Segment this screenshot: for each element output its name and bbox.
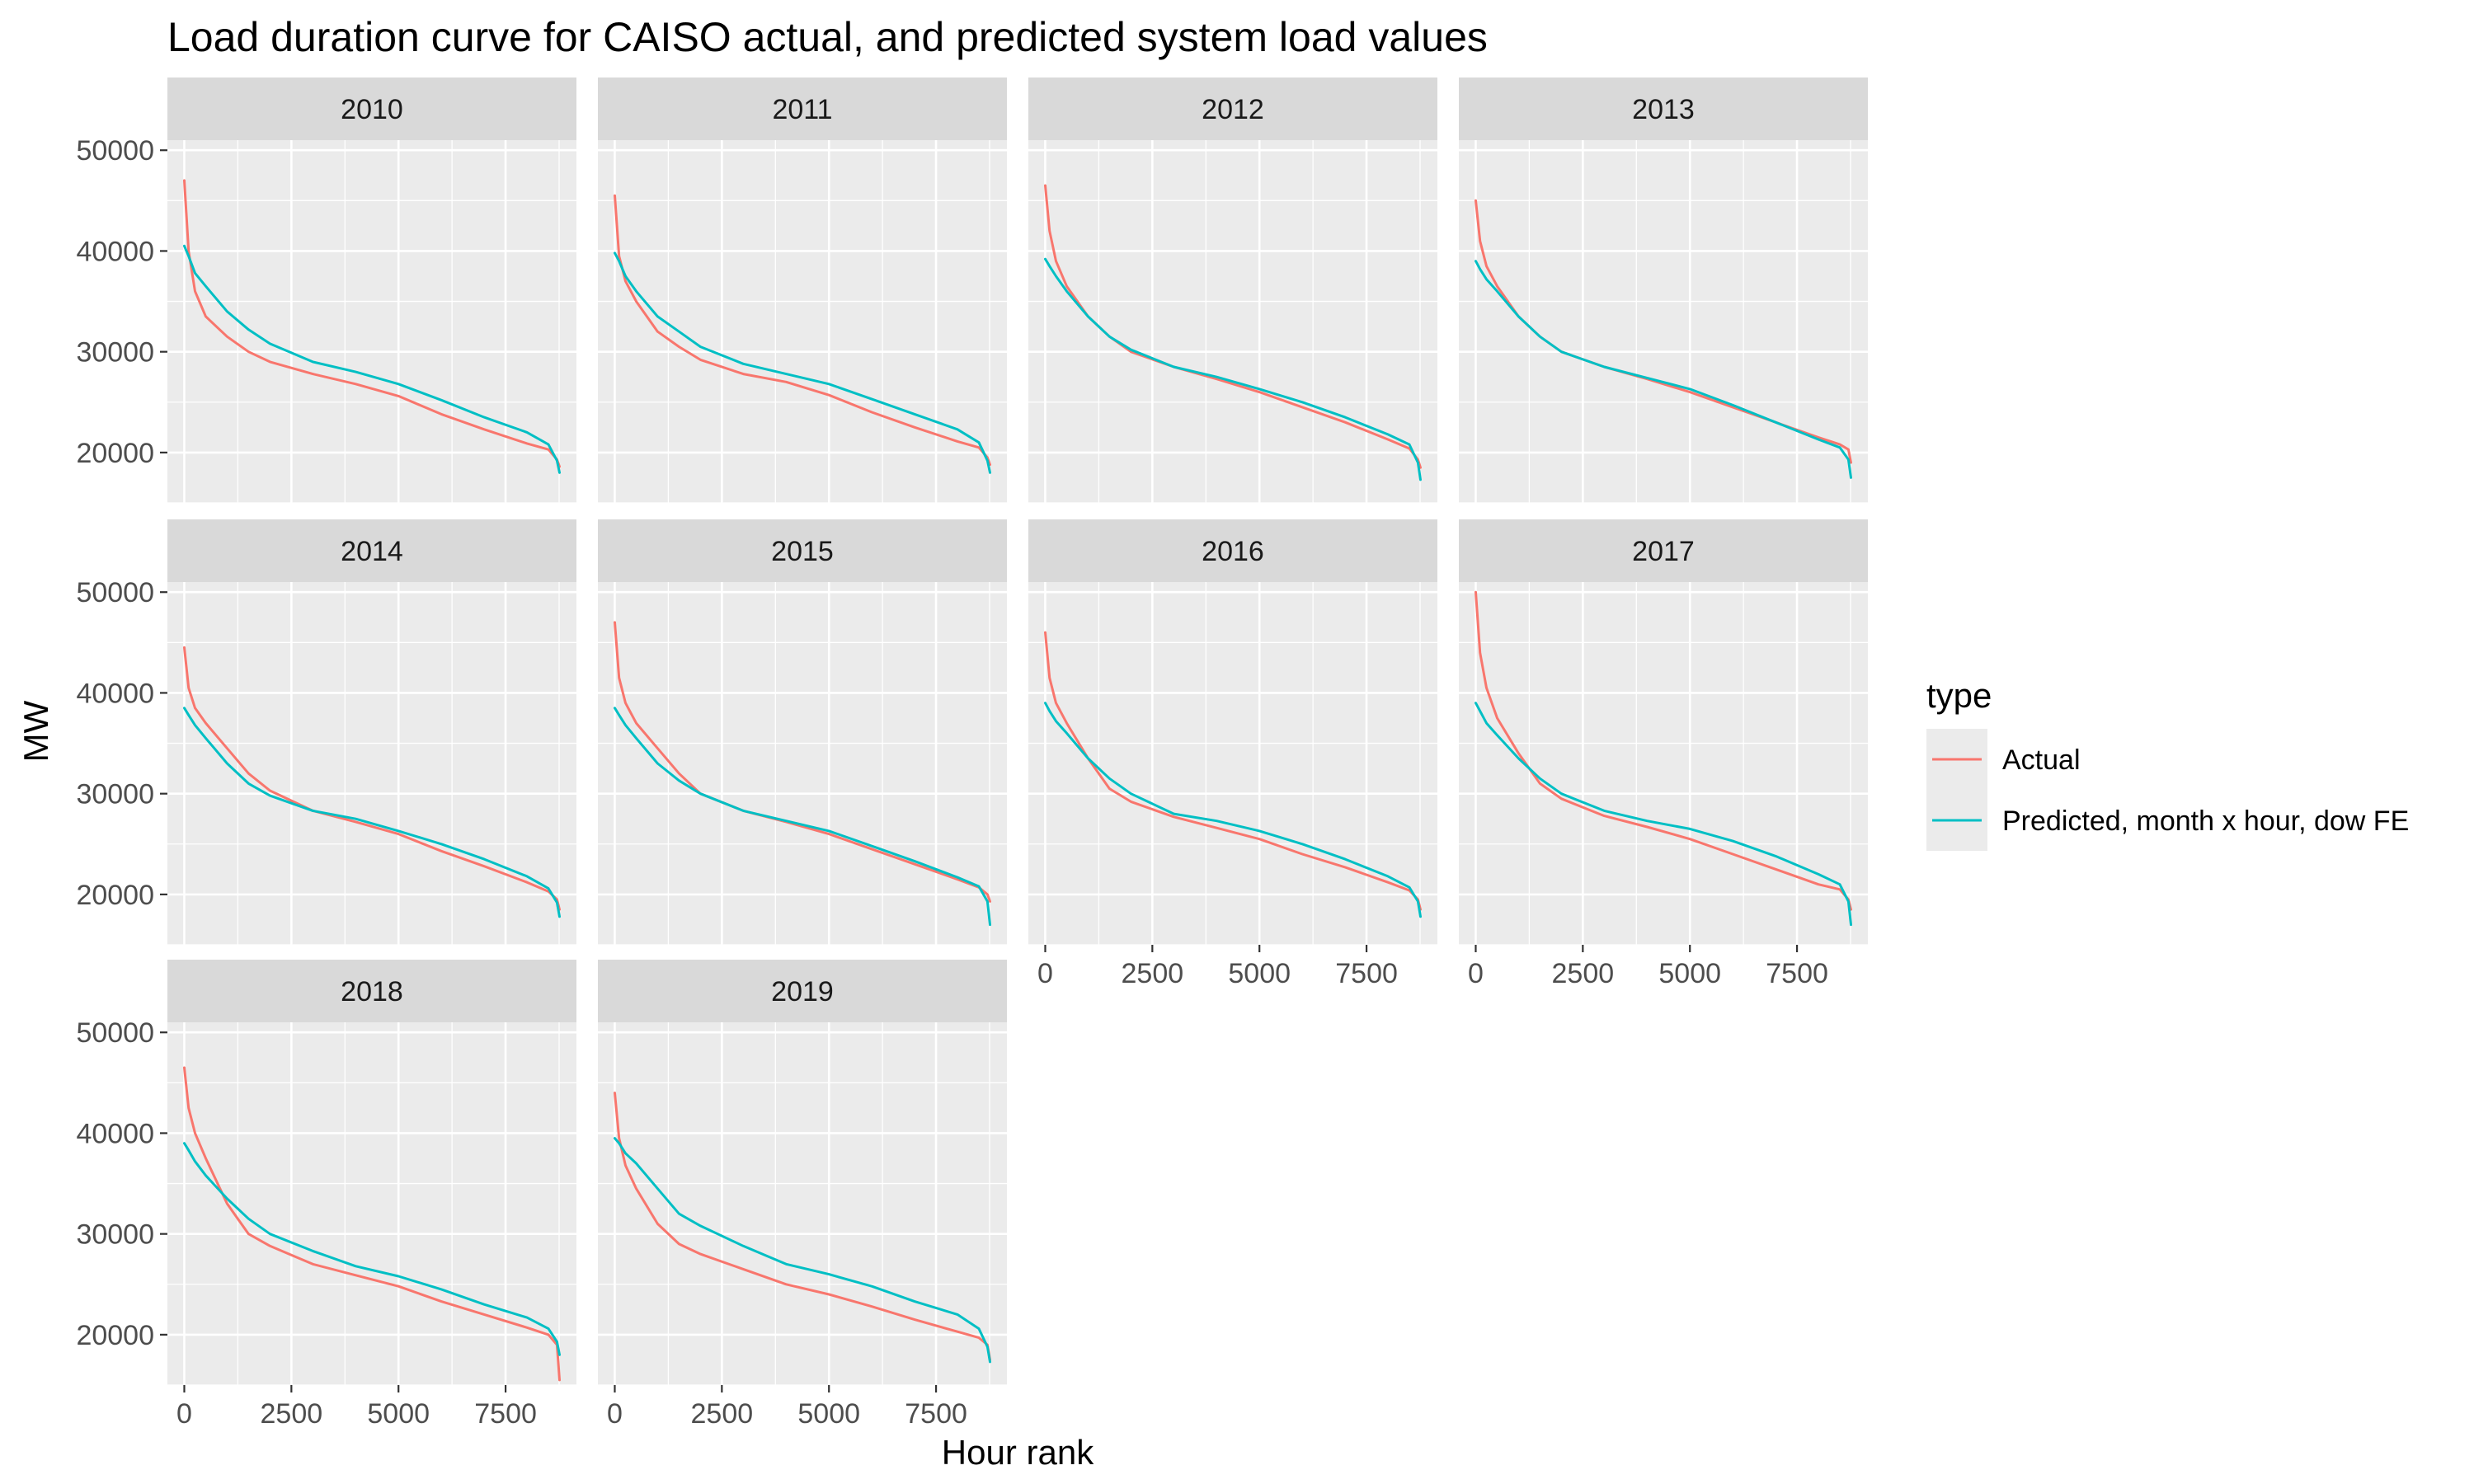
y-tick-label: 20000 xyxy=(76,1320,154,1351)
y-tick-label: 40000 xyxy=(76,678,154,709)
y-tick-label: 20000 xyxy=(76,880,154,911)
series-line-actual xyxy=(183,179,561,468)
x-tick-label: 5000 xyxy=(1658,958,1721,989)
facet-strip xyxy=(598,960,1007,1022)
facet-strip xyxy=(1459,519,1868,582)
facet-strip-label: 2019 xyxy=(771,976,834,1007)
facet-strip xyxy=(1028,77,1437,140)
facet-strip xyxy=(167,77,576,140)
x-axis-title: Hour rank xyxy=(942,1433,1094,1472)
facet-strip-label: 2010 xyxy=(341,94,403,125)
legend-label: Actual xyxy=(2002,744,2081,776)
x-tick-label: 0 xyxy=(176,1398,192,1430)
panel-background xyxy=(167,140,576,503)
facet-strip xyxy=(598,77,1007,140)
x-tick-label: 7500 xyxy=(1766,958,1828,989)
series-line-actual xyxy=(183,1066,561,1382)
x-tick-label: 7500 xyxy=(474,1398,537,1430)
facet-panel-2014: 2014 20000 30000 40000 50000 xyxy=(76,519,576,946)
series-line-actual xyxy=(1044,631,1422,911)
facet-panel-2015: 2015 xyxy=(598,519,1007,946)
facet-strip-label: 2015 xyxy=(771,536,834,567)
chart-title: Load duration curve for CAISO actual, an… xyxy=(167,14,1488,60)
x-tick-label: 2500 xyxy=(691,1398,754,1430)
facet-strip-label: 2016 xyxy=(1202,536,1264,567)
panel-background xyxy=(598,1022,1007,1385)
y-tick-label: 40000 xyxy=(76,236,154,267)
series-line-predicted xyxy=(614,707,991,927)
series-line-predicted xyxy=(183,707,561,918)
panel-background xyxy=(1459,582,1868,945)
facet-strip xyxy=(1459,77,1868,140)
y-tick-label: 30000 xyxy=(76,1219,154,1251)
facet-strip xyxy=(167,519,576,582)
y-axis-title: MW xyxy=(16,700,55,762)
series-line-actual xyxy=(614,194,991,467)
series-line-predicted xyxy=(1044,257,1422,481)
x-tick-label: 5000 xyxy=(797,1398,860,1430)
y-tick-label: 20000 xyxy=(76,438,154,469)
series-line-predicted xyxy=(614,1137,991,1364)
legend: type Actual Predicted, month x hour, dow … xyxy=(1926,676,2409,851)
facet-strip-label: 2011 xyxy=(772,94,832,125)
facet-strip xyxy=(598,519,1007,582)
panel-background xyxy=(167,1022,576,1385)
facet-panel-2016: 2016 0 2500 5000 7500 xyxy=(1028,519,1437,989)
legend-entry-actual: Actual xyxy=(1926,729,2081,790)
facet-strip xyxy=(167,960,576,1022)
y-tick-label: 30000 xyxy=(76,337,154,369)
facet-strip-label: 2018 xyxy=(341,976,403,1007)
x-tick-label: 0 xyxy=(1037,958,1053,989)
facet-panel-2018: 2018 20000 30000 40000 50000 0 2500 5000 7500 xyxy=(76,960,576,1430)
y-tick-label: 40000 xyxy=(76,1118,154,1149)
series-line-predicted xyxy=(614,251,991,474)
panel-background xyxy=(598,140,1007,503)
facet-panel-2012: 2012 xyxy=(1028,77,1437,504)
facet-strip-label: 2017 xyxy=(1632,536,1695,567)
facet-strip-label: 2014 xyxy=(341,536,403,567)
series-line-actual xyxy=(183,646,561,911)
x-tick-label: 2500 xyxy=(1122,958,1184,989)
facet-strip-label: 2012 xyxy=(1202,94,1264,125)
legend-title: type xyxy=(1926,676,1992,715)
panel-background xyxy=(1459,140,1868,503)
facet-panel-2019: 2019 0 2500 5000 7500 xyxy=(598,960,1007,1430)
series-line-predicted xyxy=(183,1142,561,1356)
series-line-predicted xyxy=(183,244,561,474)
facet-panel-2011: 2011 xyxy=(598,77,1007,504)
series-line-actual xyxy=(1475,590,1852,911)
facet-panel-2013: 2013 xyxy=(1459,77,1868,504)
series-line-predicted xyxy=(1475,260,1852,479)
x-tick-label: 2500 xyxy=(1552,958,1615,989)
facet-strip-label: 2013 xyxy=(1632,94,1695,125)
legend-entry-predicted: Predicted, month x hour, dow FE xyxy=(1926,790,2409,851)
x-tick-label: 5000 xyxy=(1228,958,1291,989)
x-tick-label: 5000 xyxy=(367,1398,430,1430)
x-tick-label: 7500 xyxy=(1335,958,1398,989)
x-tick-label: 0 xyxy=(1468,958,1484,989)
facet-panel-2010: 2010 20000 30000 40000 50000 xyxy=(76,77,576,504)
series-line-actual xyxy=(614,1092,991,1361)
legend-label: Predicted, month x hour, dow FE xyxy=(2002,805,2409,837)
series-line-predicted xyxy=(1044,702,1422,918)
y-tick-label: 50000 xyxy=(76,577,154,608)
panel-background xyxy=(1028,140,1437,503)
y-tick-label: 50000 xyxy=(76,135,154,167)
x-tick-label: 7500 xyxy=(905,1398,967,1430)
facet-panel-2017: 2017 0 2500 5000 7500 xyxy=(1459,519,1868,989)
y-tick-label: 50000 xyxy=(76,1017,154,1049)
panel-background xyxy=(1028,582,1437,945)
x-tick-label: 2500 xyxy=(261,1398,323,1430)
series-line-predicted xyxy=(1475,702,1852,927)
y-tick-label: 30000 xyxy=(76,779,154,810)
facet-strip xyxy=(1028,519,1437,582)
x-tick-label: 0 xyxy=(607,1398,623,1430)
